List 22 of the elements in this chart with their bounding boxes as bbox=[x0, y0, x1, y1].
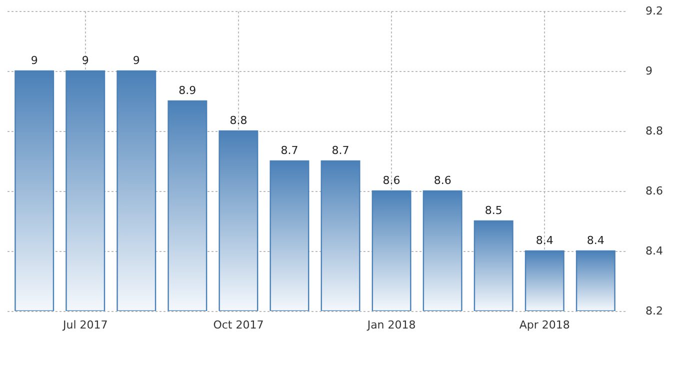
data-label: 8.9 bbox=[178, 84, 196, 97]
data-label: 8.8 bbox=[230, 114, 248, 127]
data-label: 8.6 bbox=[434, 174, 452, 187]
x-tick-label: Oct 2017 bbox=[213, 318, 264, 332]
data-label: 8.5 bbox=[484, 204, 502, 217]
y-tick-label: 8.8 bbox=[646, 124, 663, 138]
data-label: 8.4 bbox=[586, 234, 604, 247]
y-tick-label: 8.6 bbox=[646, 184, 663, 198]
x-tick-label: Apr 2018 bbox=[519, 318, 570, 332]
data-label: 8.7 bbox=[280, 144, 298, 157]
data-label: 8.6 bbox=[382, 174, 400, 187]
x-tick-label: Jan 2018 bbox=[366, 318, 416, 332]
data-label: 9 bbox=[132, 54, 140, 67]
data-label: 9 bbox=[30, 54, 38, 67]
y-tick-label: 8.4 bbox=[646, 244, 663, 258]
data-label: 9 bbox=[82, 54, 89, 67]
y-tick-label: 9.2 bbox=[646, 4, 663, 18]
y-tick-label: 9 bbox=[646, 64, 652, 78]
y-tick-label: 8.2 bbox=[646, 304, 663, 318]
data-label: 8.4 bbox=[536, 234, 554, 247]
x-tick-label: Jul 2017 bbox=[62, 318, 108, 332]
data-label: 8.7 bbox=[332, 144, 350, 157]
